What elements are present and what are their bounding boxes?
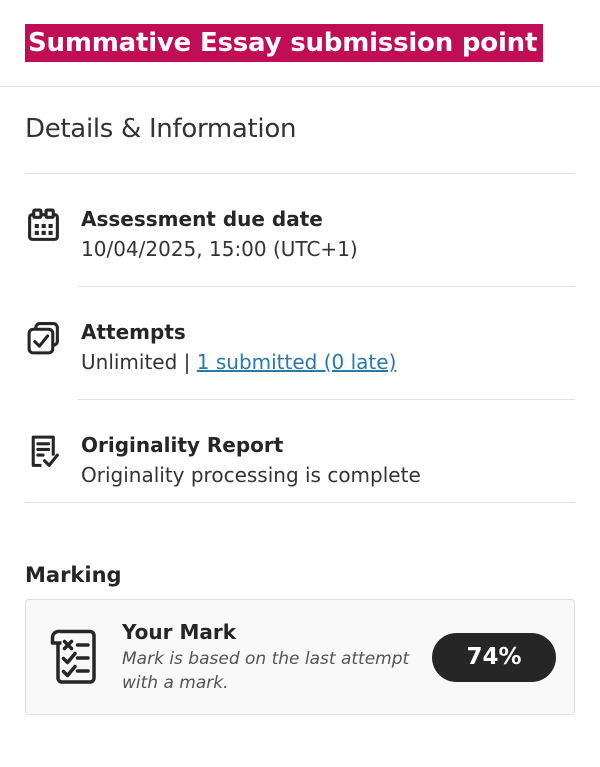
calendar-icon [25, 207, 62, 244]
item-divider [78, 399, 575, 400]
submitted-attempts-link[interactable]: 1 submitted (0 late) [196, 350, 397, 374]
originality-label: Originality Report [81, 433, 284, 457]
due-date-item: Assessment due date 10/04/2025, 15:00 (U… [0, 174, 600, 286]
details-section-heading: Details & Information [25, 114, 297, 144]
attempts-value: Unlimited | 1 submitted (0 late) [81, 347, 396, 377]
score-pill: 74% [432, 632, 556, 682]
attempts-label: Attempts [81, 320, 186, 344]
details-heading-divider [25, 173, 575, 174]
marking-section-heading: Marking [25, 563, 122, 587]
your-mark-text: Your Mark Mark is based on the last atte… [122, 620, 410, 695]
header-divider [0, 86, 600, 87]
checklist-icon [48, 625, 100, 689]
score-value: 74% [466, 644, 522, 670]
due-date-text: Assessment due date 10/04/2025, 15:00 (U… [81, 204, 358, 264]
attempts-count: Unlimited | [81, 350, 191, 374]
due-date-value: 10/04/2025, 15:00 (UTC+1) [81, 237, 358, 261]
page-title-highlighted-text: Summative Essay submission point [25, 24, 544, 62]
attempts-text: Attempts Unlimited | 1 submitted (0 late… [81, 317, 396, 377]
originality-item: Originality Report Originality processin… [0, 400, 600, 502]
due-date-label: Assessment due date [81, 207, 323, 231]
your-mark-card: Your Mark Mark is based on the last atte… [25, 599, 575, 715]
originality-status: Originality processing is complete [81, 463, 421, 487]
your-mark-description: Mark is based on the last attempt with a… [122, 648, 410, 693]
item-divider [78, 286, 575, 287]
document-check-icon [25, 433, 62, 470]
your-mark-title: Your Mark [122, 619, 237, 644]
stacked-check-icon [25, 320, 62, 357]
details-section-end-divider [25, 502, 575, 503]
attempts-item: Attempts Unlimited | 1 submitted (0 late… [0, 287, 600, 399]
originality-text: Originality Report Originality processin… [81, 430, 421, 490]
page-title: Summative Essay submission point [25, 24, 575, 62]
